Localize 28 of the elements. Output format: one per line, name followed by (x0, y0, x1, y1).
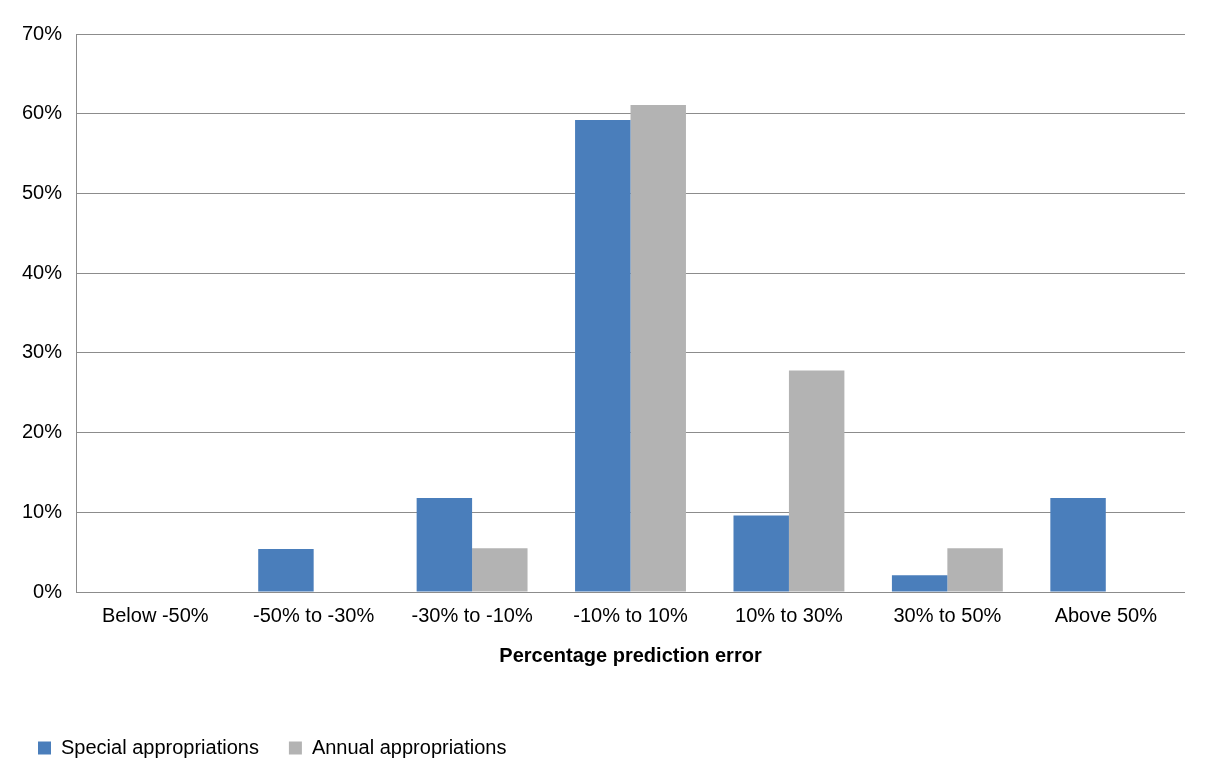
y-tick-label: 20% (22, 420, 63, 443)
y-tick-label: 0% (33, 579, 63, 602)
x-tick-label: 30% to 50% (893, 603, 1002, 626)
bar (630, 104, 686, 592)
legend-label: Annual appropriations (311, 735, 507, 758)
bar (788, 370, 845, 592)
x-axis-title: Percentage prediction error (499, 643, 762, 666)
bar (575, 120, 631, 592)
bar (947, 548, 1003, 592)
x-tick-label: -30% to -10% (411, 603, 533, 626)
bar (891, 575, 948, 592)
x-tick-label: Below -50% (101, 603, 209, 626)
y-tick-label: 60% (22, 101, 63, 124)
x-tick-label: -50% to -30% (253, 603, 375, 626)
bar (258, 548, 314, 592)
bar (733, 515, 789, 592)
y-tick-label: 70% (22, 21, 63, 44)
y-tick-label: 50% (22, 180, 63, 203)
x-tick-label: 10% to 30% (735, 603, 844, 626)
x-tick-label: -10% to 10% (573, 603, 688, 626)
bar (472, 548, 528, 592)
legend-label: Special appropriations (61, 735, 259, 758)
y-tick-label: 40% (22, 260, 63, 283)
bar (1050, 497, 1106, 592)
y-tick-label: 10% (22, 499, 63, 522)
bar (416, 497, 473, 592)
x-tick-label: Above 50% (1054, 603, 1158, 626)
y-tick-label: 30% (22, 340, 63, 363)
